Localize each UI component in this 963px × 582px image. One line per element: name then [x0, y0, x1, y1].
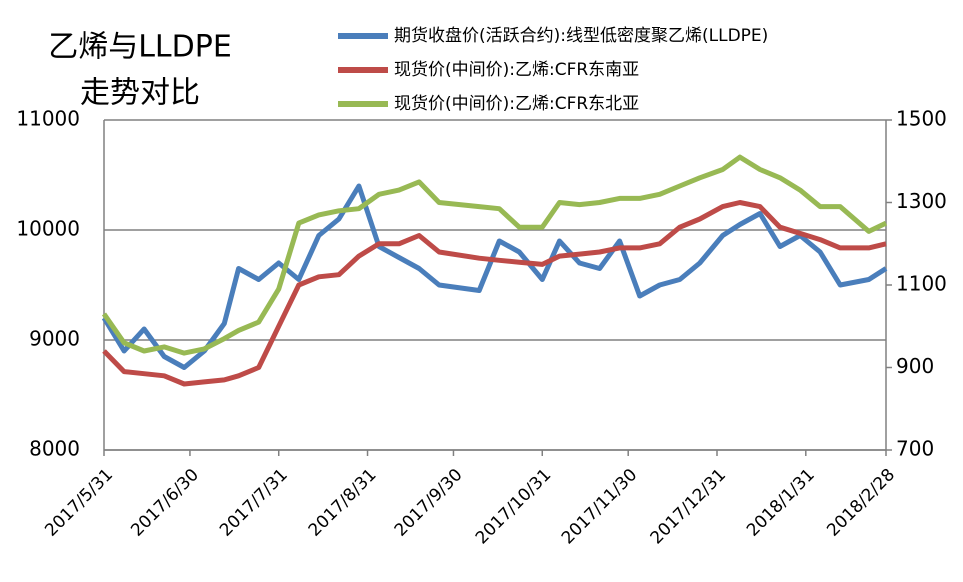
y2-tick-label: 1100	[896, 272, 947, 296]
series-line	[101, 154, 888, 356]
legend-label: 现货价(中间价):乙烯:CFR东南亚	[394, 60, 639, 80]
y-tick-label: 10000	[16, 217, 80, 241]
y-tick-label: 8000	[29, 437, 80, 461]
legend-label: 现货价(中间价):乙烯:CFR东北亚	[394, 94, 639, 114]
y2-tick-label: 1500	[896, 107, 947, 131]
y2-tick-label: 1300	[896, 189, 947, 213]
y2-tick-label: 900	[896, 354, 934, 378]
chart-title: 走势对比	[80, 76, 200, 111]
chart-title: 乙烯与LLDPE	[48, 30, 232, 65]
series-line	[101, 183, 888, 370]
y-tick-label: 9000	[29, 327, 80, 351]
y2-tick-label: 700	[896, 437, 934, 461]
y-tick-label: 11000	[16, 107, 80, 131]
series-line	[102, 200, 887, 387]
legend-label: 期货收盘价(活跃合约):线型低密度聚乙烯(LLDPE)	[394, 26, 768, 46]
